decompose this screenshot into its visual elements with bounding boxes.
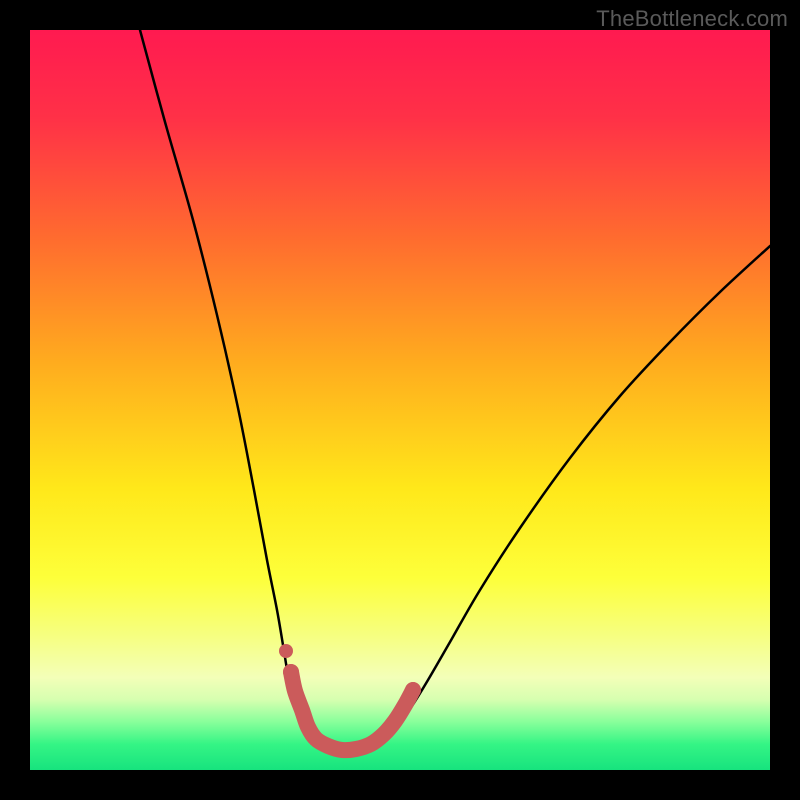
marker-dot	[283, 664, 299, 680]
chart-svg	[30, 30, 770, 770]
plot-area	[30, 30, 770, 770]
gradient-background	[30, 30, 770, 770]
watermark-text: TheBottleneck.com	[596, 6, 788, 32]
marker-dot	[405, 682, 421, 698]
marker-dot-isolated	[279, 644, 293, 658]
chart-frame: TheBottleneck.com	[0, 0, 800, 800]
